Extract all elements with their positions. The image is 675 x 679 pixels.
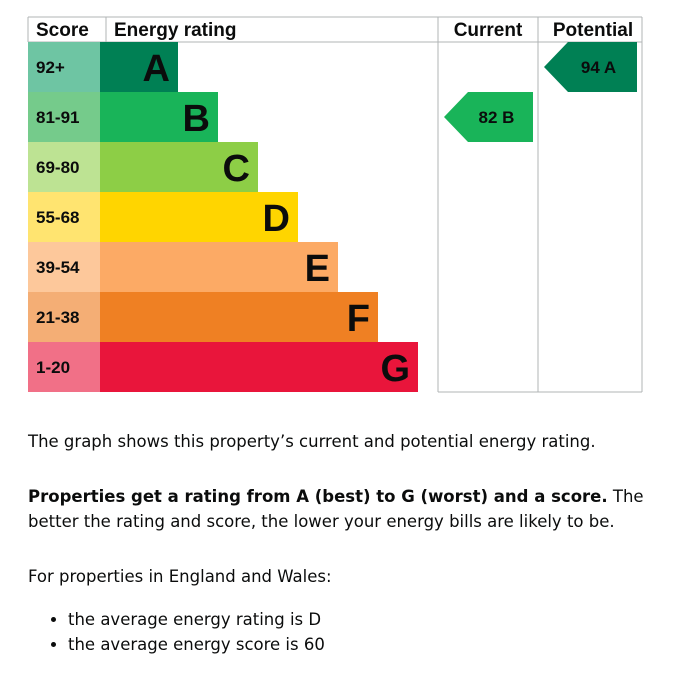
averages-list: the average energy rating is D the avera… xyxy=(28,607,325,657)
rating-bar xyxy=(100,292,378,342)
rating-letter: B xyxy=(183,98,210,140)
rating-explanation: Properties get a rating from A (best) to… xyxy=(28,484,658,534)
rating-letter: A xyxy=(143,48,170,90)
rating-letter: D xyxy=(263,198,290,240)
header-energy-rating: Energy rating xyxy=(114,20,236,41)
rating-explanation-bold: Properties get a rating from A (best) to… xyxy=(28,487,608,506)
score-label: 1-20 xyxy=(36,358,70,377)
average-score-item: the average energy score is 60 xyxy=(68,632,325,657)
header-current: Current xyxy=(454,20,523,41)
potential-rating-arrow xyxy=(544,42,637,92)
rating-explanation-rest: The better the rating and score, the low… xyxy=(28,487,644,531)
rating-bands: 92+ A 81-91 B 69-80 C 55-68 D 39-54 E 21-38 F 1-20 G xyxy=(28,42,418,392)
rating-bar xyxy=(100,142,258,192)
rating-bar xyxy=(100,242,338,292)
rating-bar xyxy=(100,42,178,92)
score-cell xyxy=(28,342,100,392)
score-label: 69-80 xyxy=(36,158,79,177)
header-potential: Potential xyxy=(553,20,633,41)
score-cell xyxy=(28,142,100,192)
current-rating-arrow xyxy=(444,92,533,142)
score-cell xyxy=(28,92,100,142)
rating-letter: C xyxy=(223,148,250,190)
potential-rating-label: 94 A xyxy=(581,58,616,77)
energy-rating-chart: Score Energy rating Current Potential 92… xyxy=(27,16,643,393)
score-cell xyxy=(28,192,100,242)
score-label: 81-91 xyxy=(36,108,79,127)
rating-bar xyxy=(100,92,218,142)
header-score: Score xyxy=(36,20,89,41)
score-cell xyxy=(28,292,100,342)
score-label: 39-54 xyxy=(36,258,80,277)
rating-bar xyxy=(100,192,298,242)
score-label: 21-38 xyxy=(36,308,79,327)
score-cell xyxy=(28,42,100,92)
score-label: 55-68 xyxy=(36,208,79,227)
rating-markers: 82 B 94 A xyxy=(444,42,637,142)
rating-letter: G xyxy=(380,348,410,390)
chart-description: The graph shows this property’s current … xyxy=(28,432,596,451)
score-label: 92+ xyxy=(36,58,65,77)
rating-letter: E xyxy=(305,248,330,290)
rating-letter: F xyxy=(347,298,370,340)
score-cell xyxy=(28,242,100,292)
rating-bar xyxy=(100,342,418,392)
current-rating-label: 82 B xyxy=(479,108,515,127)
average-rating-item: the average energy rating is D xyxy=(68,607,325,632)
region-intro: For properties in England and Wales: xyxy=(28,567,332,586)
